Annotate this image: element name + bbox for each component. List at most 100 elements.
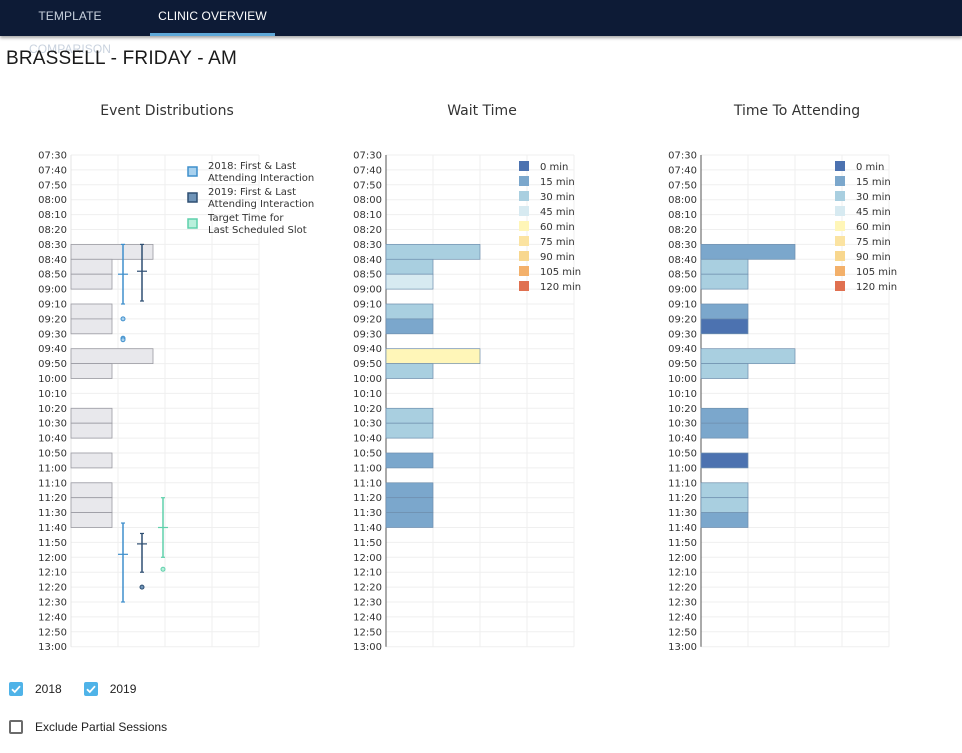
checkbox-exclude-partial[interactable] [9, 720, 23, 734]
y-tick-label: 08:20 [353, 225, 382, 236]
event-distributions-chart: Event Distributions 07:30 07:40 07:50 08:00 0… [0, 100, 320, 655]
legend-swatch [835, 161, 845, 171]
y-tick-label: 12:20 [668, 583, 697, 594]
y-tick-label: 11:30 [668, 508, 697, 519]
legend-swatch [835, 206, 845, 216]
y-tick-label: 08:50 [38, 270, 67, 281]
wait-time-svg: Wait Time 07:30 07:40 07:50 08:00 08:10 08:20 0… [353, 103, 581, 653]
y-tick-label: 12:20 [353, 583, 382, 594]
y-tick-label: 11:20 [668, 493, 697, 504]
legend-label: 75 min [856, 237, 891, 248]
bar-slot [385, 422, 434, 439]
y-tick-label: 11:10 [668, 478, 697, 489]
y-tick-label: 11:30 [353, 508, 382, 519]
y-tick-label: 08:10 [353, 210, 382, 221]
y-tick-label: 10:00 [38, 374, 67, 385]
box-outlier [120, 337, 126, 343]
y-tick-label: 10:00 [353, 374, 382, 385]
y-tick-label: 12:00 [668, 553, 697, 564]
checkbox-2018-label: 2018 [35, 682, 62, 696]
y-tick-label: 09:50 [38, 359, 67, 370]
y-tick-label: 12:10 [668, 568, 697, 579]
y-tick-label: 10:10 [668, 389, 697, 400]
y-tick-label: 10:50 [668, 449, 697, 460]
legend-swatch [835, 266, 845, 276]
legend-swatch [519, 281, 529, 291]
y-tick-label: 12:30 [668, 598, 697, 609]
bar-slot [385, 318, 434, 335]
time-to-attending-svg: Time To Attending 07:30 07:40 07:50 08:00 08:… [668, 103, 897, 653]
checkbox-exclude-partial-label: Exclude Partial Sessions [35, 720, 168, 734]
y-tick-label: 11:50 [353, 538, 382, 549]
legend-swatch [835, 281, 845, 291]
y-tick-label: 09:00 [668, 285, 697, 296]
bar-slot [385, 482, 434, 499]
y-tick-label: 13:00 [668, 642, 697, 653]
y-tick-label: 09:00 [353, 285, 382, 296]
legend-label: 120 min [540, 282, 581, 293]
y-tick-label: 07:40 [38, 165, 67, 176]
y-tick-label: 09:10 [668, 300, 697, 311]
y-tick-label: 09:40 [353, 344, 382, 355]
legend-swatch [187, 192, 198, 203]
y-tick-label: 09:10 [38, 300, 67, 311]
tab-template-comparison[interactable]: TEMPLATE COMPARISON [28, 9, 112, 56]
active-tab-indicator [150, 33, 275, 36]
legend-label: 60 min [856, 222, 891, 233]
legend-label: 30 min [540, 192, 575, 203]
scheduled-slot [70, 512, 113, 528]
legend-label: Attending Interaction [208, 199, 314, 210]
checkbox-2019[interactable] [83, 682, 98, 696]
scheduled-slot [70, 243, 154, 260]
chart-title: Wait Time [447, 103, 517, 119]
tab-clinic-overview[interactable]: CLINIC OVERVIEW [158, 9, 267, 23]
check-icon [11, 685, 21, 694]
event-distributions-svg: Event Distributions 07:30 07:40 07:50 08:00 0… [38, 103, 314, 653]
y-tick-label: 12:20 [38, 583, 67, 594]
legend-label: 2018: First & Last [208, 161, 296, 172]
scheduled-slot [70, 348, 154, 364]
y-tick-label: 09:00 [38, 285, 67, 296]
y-tick-label: 11:50 [38, 538, 67, 549]
y-tick-label: 07:50 [353, 180, 382, 191]
y-tick-label: 11:00 [668, 463, 697, 474]
y-tick-label: 13:00 [353, 642, 382, 653]
checkbox-2018[interactable] [9, 682, 23, 696]
scheduled-slot [70, 497, 113, 514]
wait-time-chart: Wait Time 07:30 07:40 07:50 08:00 08:10 08:20 0… [320, 100, 640, 655]
y-tick-label: 10:40 [353, 434, 382, 445]
bar-slot [700, 244, 796, 260]
y-tick-label: 09:30 [668, 329, 697, 340]
y-tick-label: 10:30 [353, 419, 382, 430]
legend-label: 120 min [856, 282, 897, 293]
bar-slot [700, 482, 749, 499]
y-tick-label: 07:40 [668, 165, 697, 176]
y-tick-label: 10:30 [668, 419, 697, 430]
y-tick-label: 12:10 [38, 568, 67, 579]
y-tick-label: 09:30 [38, 329, 67, 340]
scheduled-slot [70, 363, 113, 379]
legend-label: Target Time for [207, 213, 284, 224]
y-tick-label: 08:30 [38, 240, 67, 251]
scheduled-slot [70, 303, 113, 320]
bar-slot [700, 363, 749, 379]
y-tick-label: 08:00 [38, 195, 67, 206]
legend-label: 0 min [540, 162, 568, 173]
legend-swatch [835, 176, 845, 186]
chart-title: Time To Attending [733, 103, 860, 119]
bar-slot [385, 512, 434, 528]
y-tick-label: 10:20 [668, 404, 697, 415]
y-tick-label: 09:40 [38, 344, 67, 355]
bar-slot [700, 497, 749, 513]
y-tick-label: 08:20 [38, 225, 67, 236]
legend-label: 45 min [540, 207, 575, 218]
bar-slot [385, 407, 434, 424]
y-tick-label: 12:00 [353, 553, 382, 564]
legend-swatch [519, 221, 529, 231]
y-tick-label: 09:20 [38, 314, 67, 325]
y-tick-label: 12:00 [38, 553, 67, 564]
bar-slot [700, 318, 749, 335]
y-tick-label: 07:50 [38, 180, 67, 191]
scheduled-slot [70, 452, 113, 469]
y-tick-label: 11:40 [668, 523, 697, 534]
